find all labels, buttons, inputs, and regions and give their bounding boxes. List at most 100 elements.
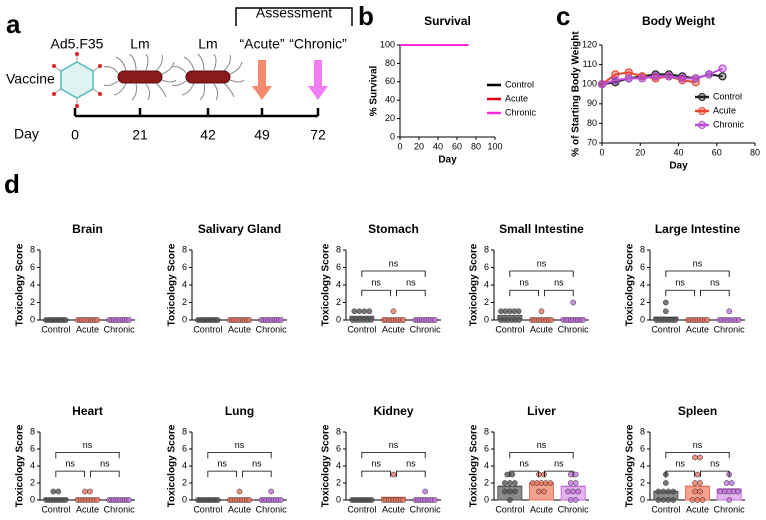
x-tick-label: Chronic xyxy=(558,324,590,334)
data-point xyxy=(361,308,368,315)
data-point xyxy=(655,488,662,495)
y-tick-label: 4 xyxy=(640,279,645,289)
x-tick-label: 40 xyxy=(433,141,443,151)
x-tick-label: 20 xyxy=(635,147,645,157)
chart-title: Liver xyxy=(527,404,556,418)
data-point xyxy=(278,497,284,503)
vaccine-label: Ad5.F35 xyxy=(51,36,104,52)
data-point xyxy=(509,471,516,478)
row-label: Vaccine xyxy=(6,71,55,87)
data-point xyxy=(432,317,438,323)
significance-bracket xyxy=(90,470,120,478)
data-point xyxy=(501,488,508,495)
significance-bracket xyxy=(207,470,237,478)
y-tick-label: 8 xyxy=(484,426,489,436)
y-tick-label: 6 xyxy=(640,443,645,453)
data-point xyxy=(691,74,700,83)
data-point xyxy=(506,488,513,495)
y-tick-label: 6 xyxy=(484,443,489,453)
data-point xyxy=(368,317,374,323)
y-tick-label: 0 xyxy=(182,314,187,324)
data-point xyxy=(651,72,660,81)
x-axis-label: Day xyxy=(669,161,688,172)
data-point xyxy=(390,471,397,478)
y-tick-label: 8 xyxy=(484,244,489,254)
significance-bracket xyxy=(509,270,574,277)
data-point xyxy=(422,488,429,495)
x-tick-label: Acute xyxy=(228,504,251,514)
data-point xyxy=(718,72,727,81)
data-point xyxy=(214,317,221,323)
y-tick-label: 100 xyxy=(380,39,395,49)
significance-label: ns xyxy=(406,278,416,288)
chronic-arrow xyxy=(308,60,328,100)
significance-label: ns xyxy=(217,458,227,468)
data-point xyxy=(664,72,674,81)
chart-title: Spleen xyxy=(678,404,717,418)
data-point xyxy=(697,488,703,495)
x-tick-label: Acute xyxy=(686,504,709,514)
legend-label: Chronic xyxy=(505,107,537,117)
significance-label: ns xyxy=(389,440,399,450)
chart-title: Body Weight xyxy=(642,14,715,28)
data-point xyxy=(356,308,363,315)
data-point xyxy=(662,480,669,486)
data-point xyxy=(655,497,662,503)
x-tick-label: Acute xyxy=(76,504,99,514)
day-label: 49 xyxy=(254,127,270,143)
data-point xyxy=(567,480,574,486)
chart-title: Stomach xyxy=(368,222,419,236)
significance-label: ns xyxy=(83,440,93,450)
data-point xyxy=(366,308,373,315)
significance-bracket xyxy=(665,270,730,277)
y-tick-label: 8 xyxy=(336,426,341,436)
data-point xyxy=(278,317,284,323)
chart-title: Large Intestine xyxy=(655,222,741,236)
data-point xyxy=(351,308,358,315)
x-tick-label: 60 xyxy=(712,147,722,157)
significance-bracket xyxy=(242,470,272,478)
y-tick-label: 2 xyxy=(484,477,489,487)
day-label: 72 xyxy=(310,127,326,143)
y-tick-label: 2 xyxy=(484,297,489,307)
x-tick-label: Acute xyxy=(530,324,553,334)
x-tick-label: Control xyxy=(347,504,376,514)
y-tick-label: 60 xyxy=(385,76,395,86)
x-tick-label: Chronic xyxy=(714,504,746,514)
listeria-icon xyxy=(103,53,177,101)
legend-label: Acute xyxy=(505,93,528,103)
y-tick-label: 8 xyxy=(182,244,187,254)
y-tick-label: 6 xyxy=(640,262,645,272)
panel-label: d xyxy=(4,169,20,199)
y-tick-label: 2 xyxy=(336,477,341,487)
x-tick-label: 100 xyxy=(487,141,502,151)
y-tick-label: 0 xyxy=(390,131,395,141)
significance-bracket xyxy=(665,289,695,297)
x-tick-label: Chronic xyxy=(558,504,590,514)
data-point xyxy=(501,480,508,486)
y-axis-label: Toxicology Score xyxy=(625,243,636,326)
data-point xyxy=(662,308,669,315)
y-tick-label: 4 xyxy=(182,460,187,470)
day-label: 21 xyxy=(132,127,148,143)
adenovirus-icon xyxy=(52,52,102,108)
significance-label: ns xyxy=(554,278,564,288)
x-tick-label: Control xyxy=(193,504,222,514)
data-point xyxy=(567,497,574,503)
y-axis-label: Toxicology Score xyxy=(15,424,26,507)
x-tick-label: 80 xyxy=(471,141,481,151)
x-tick-label: 0 xyxy=(397,141,402,151)
y-tick-label: 4 xyxy=(336,279,341,289)
x-tick-label: Acute xyxy=(382,504,405,514)
y-tick-label: 6 xyxy=(182,443,187,453)
x-tick-label: Control xyxy=(41,504,70,514)
significance-bracket xyxy=(544,289,574,297)
significance-label: ns xyxy=(406,458,416,468)
chart-title: Brain xyxy=(72,222,103,236)
significance-bracket xyxy=(700,289,730,297)
y-tick-label: 4 xyxy=(484,460,489,470)
assessment-label: Assessment xyxy=(256,5,332,21)
y-tick-label: 6 xyxy=(484,262,489,272)
timeline-diagram: Assessment Vaccine Day Ad5.F35 Lm Lm “Ac… xyxy=(6,5,353,143)
